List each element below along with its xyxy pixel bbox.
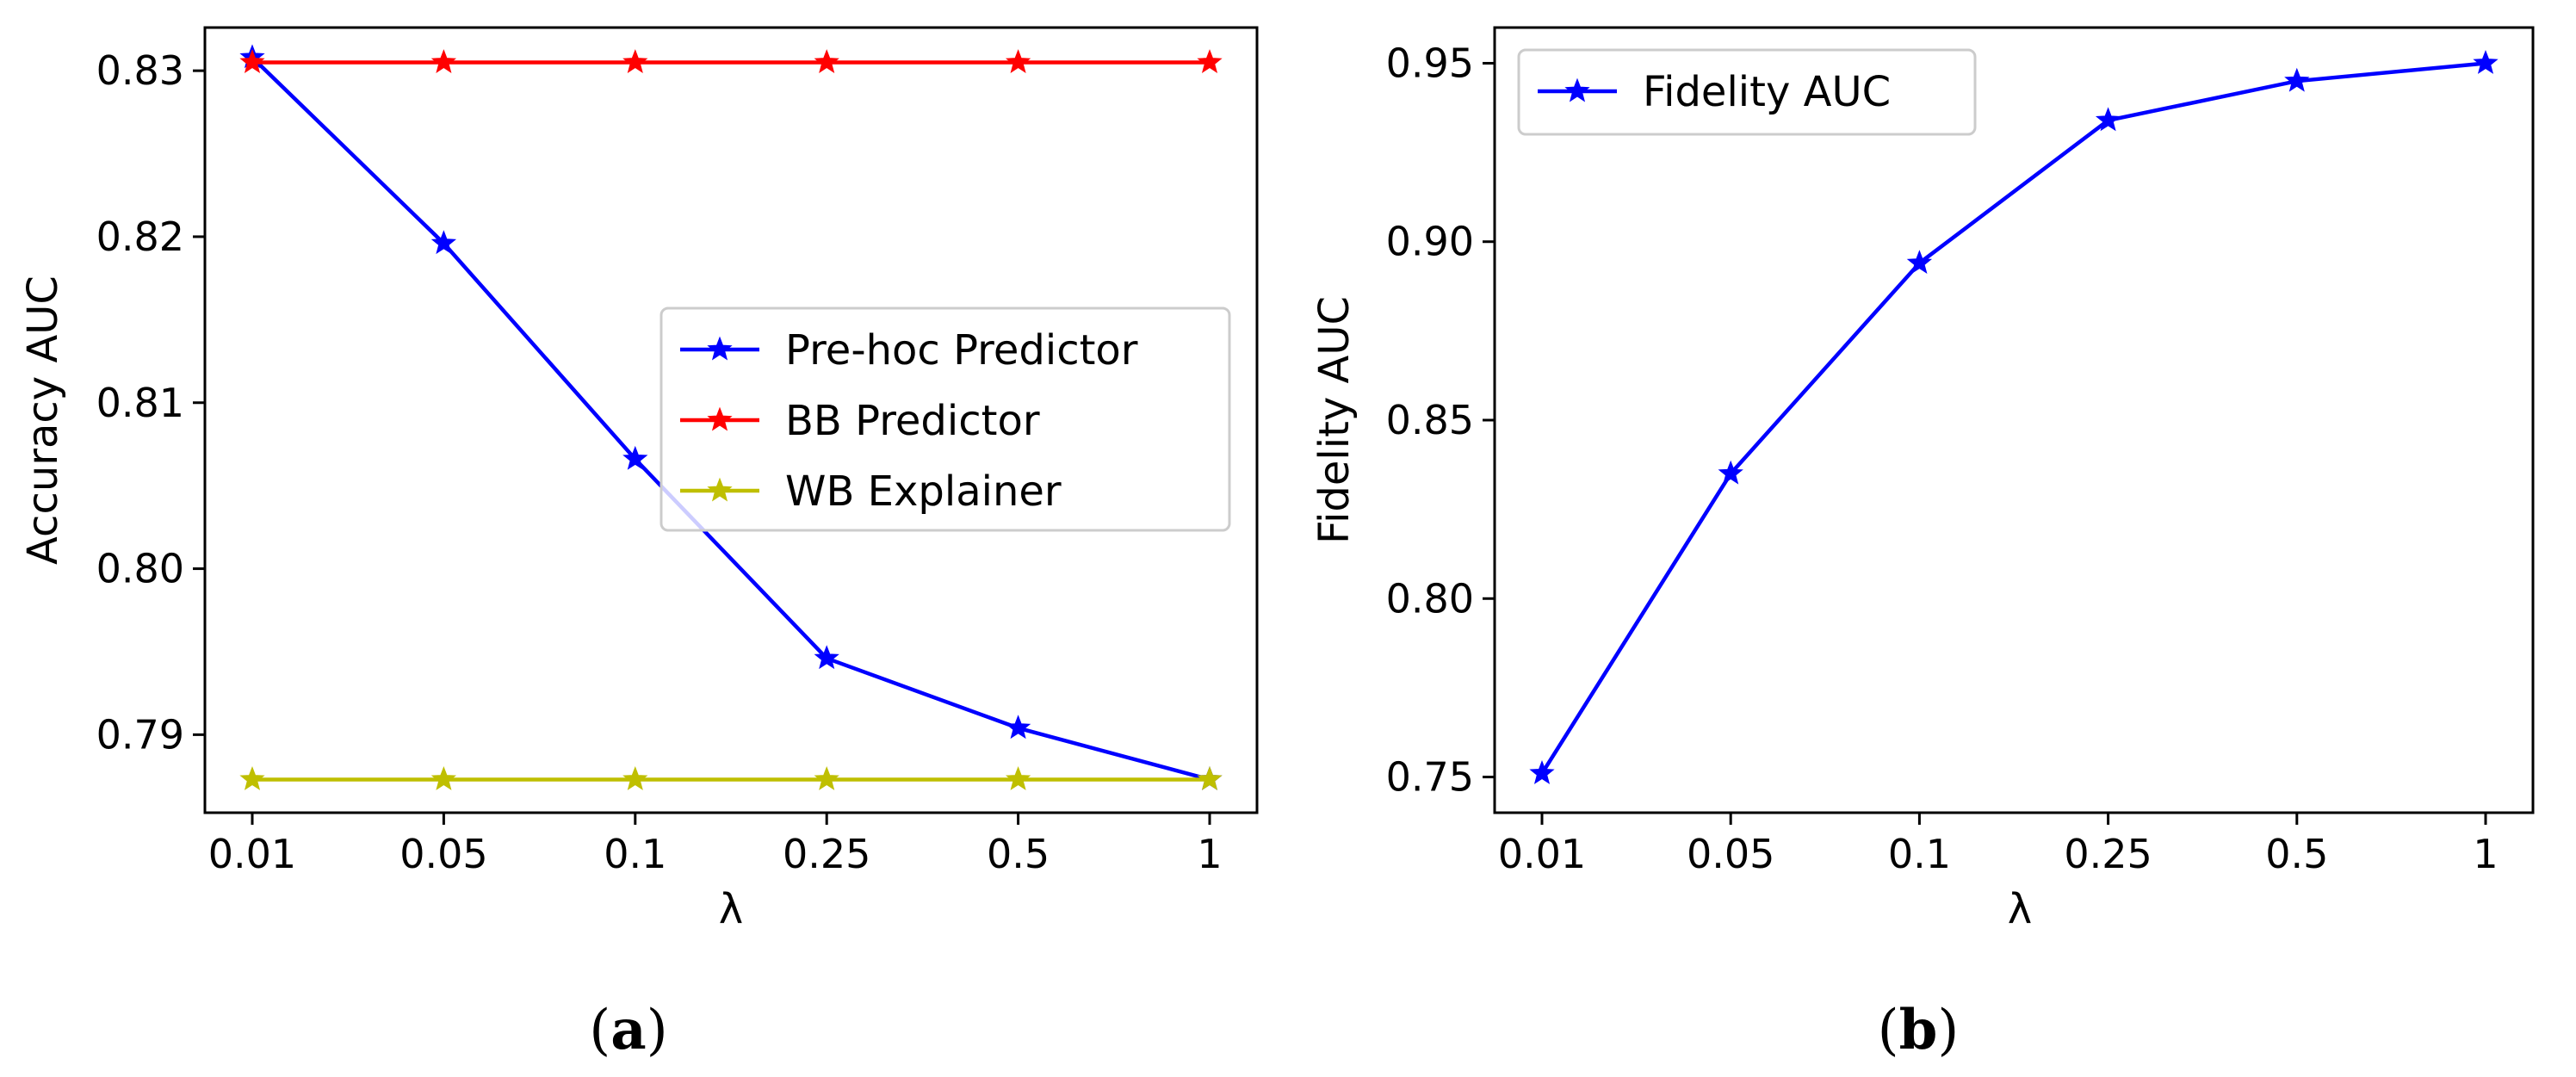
panel-a-point-pre-hoc-predictor bbox=[430, 230, 457, 255]
panel-a-point-wb-explainer bbox=[239, 766, 265, 790]
panel-a-ytick-label: 0.80 bbox=[96, 546, 184, 592]
panel-b-point-fidelity-auc bbox=[2284, 67, 2310, 92]
panel-a-legend-marker-pre-hoc-predictor bbox=[707, 336, 733, 361]
panel-a-point-pre-hoc-predictor bbox=[622, 445, 648, 470]
panel-b-xtick-label: 0.05 bbox=[1687, 831, 1774, 877]
panel-a-point-bb-predictor bbox=[622, 49, 648, 73]
panel-a-xlabel: λ bbox=[719, 885, 743, 933]
panel-a-xtick-label: 0.5 bbox=[987, 831, 1050, 877]
panel-a-legend-label-pre-hoc-predictor: Pre-hoc Predictor bbox=[785, 326, 1138, 374]
panel-b-xtick-label: 1 bbox=[2473, 831, 2498, 877]
panel-b-legend-label-fidelity-auc: Fidelity AUC bbox=[1643, 68, 1891, 116]
panel-b-caption: (b) bbox=[1878, 998, 1960, 1062]
panel-a-point-bb-predictor bbox=[1005, 49, 1031, 73]
panel-a-legend-label-bb-predictor: BB Predictor bbox=[785, 397, 1040, 445]
panel-b-ytick-label: 0.80 bbox=[1386, 575, 1474, 622]
panel-a-point-pre-hoc-predictor bbox=[1005, 715, 1031, 740]
panel-b-xlabel: λ bbox=[2008, 885, 2032, 933]
panel-a-point-bb-predictor bbox=[1197, 49, 1223, 73]
panel-a-xtick-label: 0.01 bbox=[208, 831, 296, 877]
panel-b-point-fidelity-auc bbox=[1718, 460, 1743, 485]
panel-b-series-line-fidelity-auc bbox=[1540, 61, 2486, 775]
panel-b-point-fidelity-auc bbox=[2473, 50, 2499, 74]
panel-a-ytick-label: 0.83 bbox=[96, 47, 184, 94]
panel-a-point-bb-predictor bbox=[239, 49, 265, 73]
panel-a-xtick-label: 0.05 bbox=[399, 831, 487, 877]
panel-b-point-fidelity-auc bbox=[2095, 107, 2121, 132]
panel-a-series-line-pre-hoc-predictor bbox=[251, 56, 1211, 782]
panel-a-point-bb-predictor bbox=[430, 49, 457, 73]
panel-a-legend-box bbox=[659, 306, 1231, 532]
panel-b-ylabel: Fidelity AUC bbox=[1310, 296, 1359, 544]
panel-a-point-bb-predictor bbox=[814, 49, 839, 73]
panel-a-xtick-label: 0.25 bbox=[783, 831, 870, 877]
panel-a-ytick-label: 0.82 bbox=[96, 214, 184, 260]
panel-b-ytick-label: 0.85 bbox=[1386, 397, 1474, 443]
panel-a-ytick-label: 0.81 bbox=[96, 380, 184, 426]
panel-a-legend-label-wb-explainer: WB Explainer bbox=[785, 467, 1062, 516]
panel-b-ytick-label: 0.75 bbox=[1386, 754, 1474, 801]
panel-a-caption: (a) bbox=[589, 998, 667, 1062]
panel-b-xtick-label: 0.01 bbox=[1498, 831, 1586, 877]
panel-b-xtick-label: 0.25 bbox=[2064, 831, 2152, 877]
panel-b-xtick-label: 0.5 bbox=[2265, 831, 2328, 877]
panel-b-legend: Fidelity AUC bbox=[1517, 48, 1977, 136]
panel-a-point-wb-explainer bbox=[622, 766, 648, 790]
panel-a-point-wb-explainer bbox=[1005, 766, 1031, 790]
panel-b-legend-box bbox=[1517, 48, 1977, 136]
panel-b-plot-frame bbox=[1493, 26, 2535, 814]
panel-a-ytick-label: 0.79 bbox=[96, 711, 184, 758]
panel-a-legend: Pre-hoc Predictor BB Predictor WB Explaine… bbox=[659, 306, 1231, 532]
panel-a-accuracy-chart: 0.790.800.810.820.830.01 0.05 0.1 0.25 0.5 1 … bbox=[19, 26, 1259, 1062]
panel-a-plot-frame bbox=[203, 26, 1259, 814]
panel-b-point-fidelity-auc bbox=[1906, 250, 1933, 275]
panel-a-xtick-label: 1 bbox=[1197, 831, 1222, 877]
panel-b-point-fidelity-auc bbox=[1529, 760, 1555, 784]
panel-b-ytick-label: 0.95 bbox=[1386, 40, 1474, 86]
panel-a-ylabel: Accuracy AUC bbox=[19, 275, 67, 565]
panel-b-xtick-label: 0.1 bbox=[1888, 831, 1951, 877]
panel-b-legend-marker-fidelity-auc bbox=[1564, 77, 1590, 102]
panel-b-fidelity-chart: 0.750.800.850.900.950.01 0.05 0.1 0.25 0.5 1 … bbox=[1310, 26, 2535, 1062]
panel-a-point-wb-explainer bbox=[1197, 766, 1223, 790]
panel-a-point-wb-explainer bbox=[430, 766, 457, 790]
panel-a-point-pre-hoc-predictor bbox=[814, 645, 839, 670]
panel-a-xtick-label: 0.1 bbox=[604, 831, 666, 877]
panel-a-point-wb-explainer bbox=[814, 766, 839, 790]
panel-b-ytick-label: 0.90 bbox=[1386, 219, 1474, 265]
panel-a-legend-marker-bb-predictor bbox=[707, 406, 733, 431]
panel-a-legend-marker-wb-explainer bbox=[707, 477, 733, 502]
